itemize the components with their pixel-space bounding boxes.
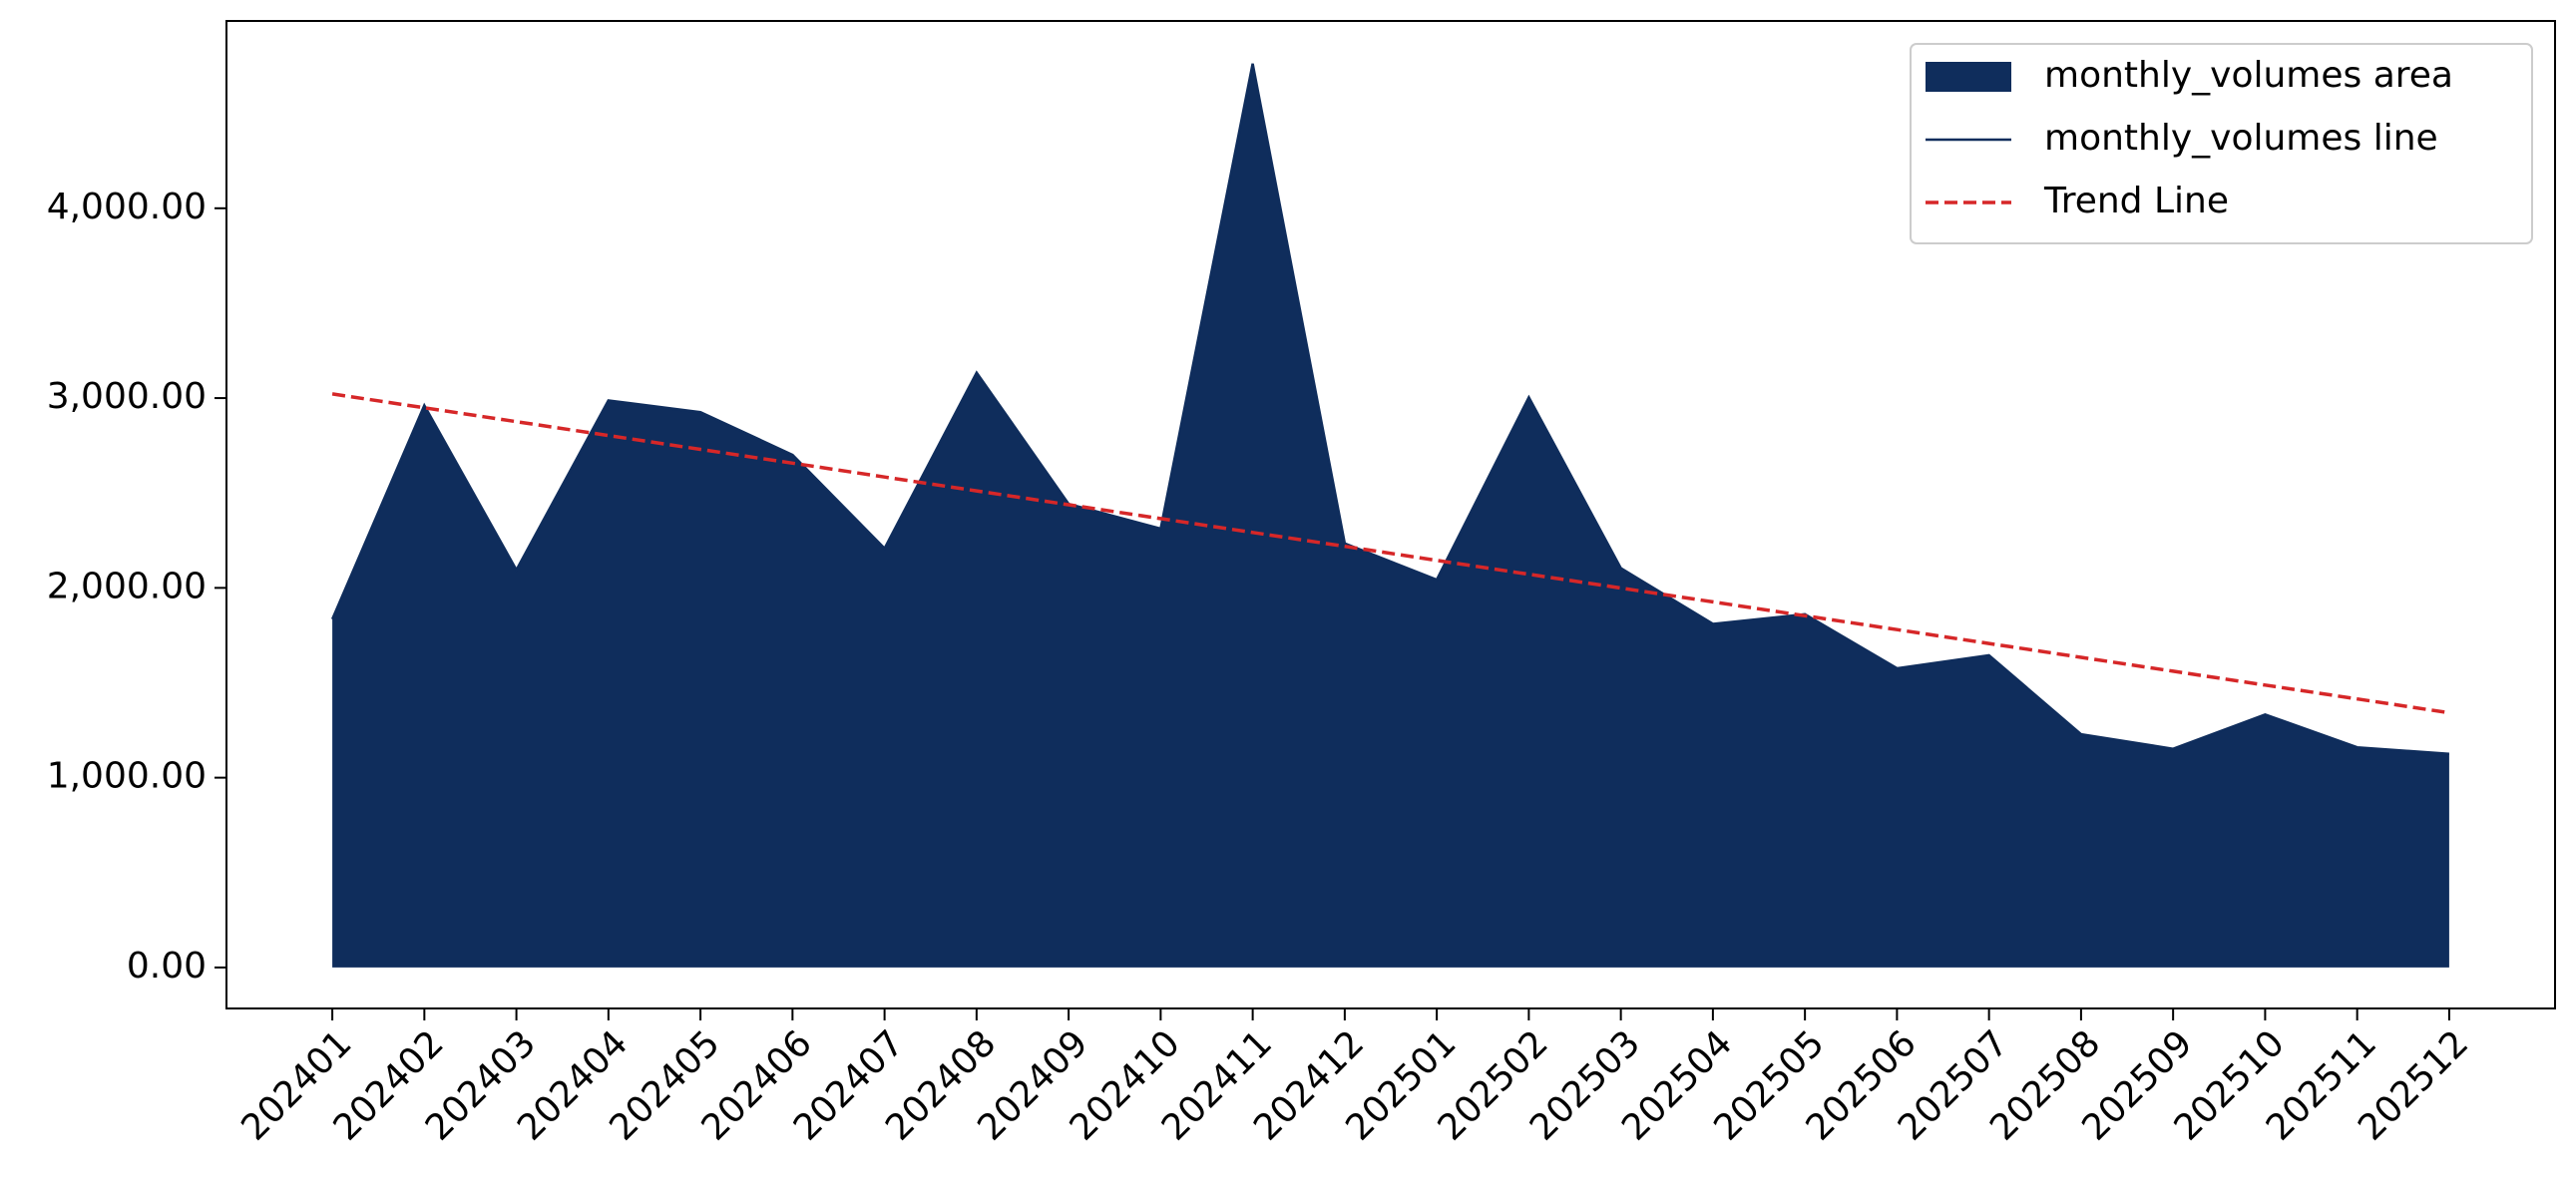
y-tick-label: 2,000.00 (47, 566, 207, 606)
legend-label: monthly_volumes area (2044, 55, 2453, 96)
line (330, 63, 2449, 755)
legend-box (1910, 43, 2533, 244)
area (332, 63, 2449, 968)
y-tick-label: 3,000.00 (47, 376, 207, 417)
legend-label: Trend Line (2043, 181, 2229, 221)
plot-frame (225, 20, 2556, 1009)
trend-line (331, 392, 2450, 715)
legend-label: monthly_volumes line (2044, 118, 2438, 159)
legend-swatch (1926, 62, 2011, 92)
y-tick-label: 0.00 (127, 946, 207, 987)
y-tick-label: 4,000.00 (47, 187, 207, 227)
y-tick-label: 1,000.00 (47, 756, 207, 797)
